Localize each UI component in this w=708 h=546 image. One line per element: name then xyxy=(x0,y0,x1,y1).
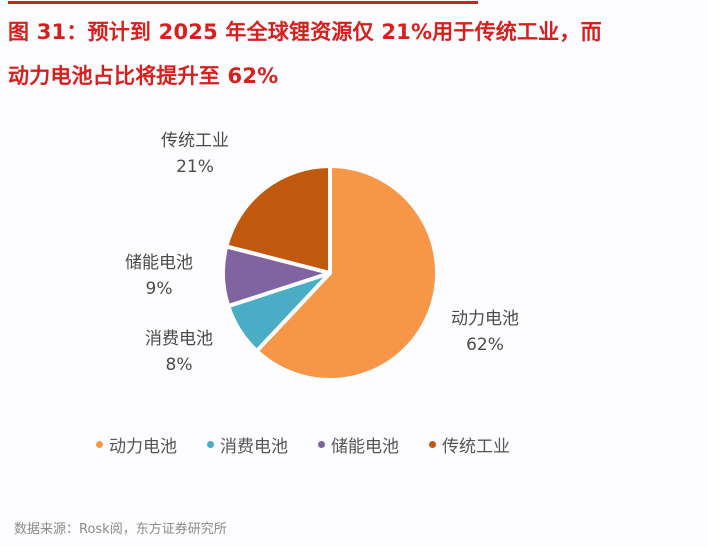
legend-item-power-battery: 动力电池 xyxy=(96,432,177,457)
label-consumer-battery: 消费电池 8% xyxy=(145,329,213,375)
legend-item-energy-storage: 储能电池 xyxy=(318,432,399,457)
legend-item-traditional-industry: 传统工业 xyxy=(429,432,510,457)
top-rule xyxy=(8,1,478,4)
label-power-battery: 动力电池 62% xyxy=(451,309,519,355)
title-line-2: 动力电池占比将提升至 62% xyxy=(8,64,279,88)
legend: 动力电池 消费电池 储能电池 传统工业 xyxy=(96,432,540,457)
legend-item-consumer-battery: 消费电池 xyxy=(207,432,288,457)
pie-chart xyxy=(221,164,439,382)
data-source: 数据来源：Rosk阅，东方证券研究所 xyxy=(14,522,227,537)
pie-slice xyxy=(254,164,439,382)
title-line-1: 图 31：预计到 2025 年全球锂资源仅 21%用于传统工业，而 xyxy=(8,20,602,44)
legend-dot-icon xyxy=(207,441,214,448)
label-traditional-industry: 传统工业 21% xyxy=(161,131,229,177)
legend-dot-icon xyxy=(318,441,325,448)
label-energy-storage: 储能电池 9% xyxy=(125,253,193,299)
legend-dot-icon xyxy=(429,441,436,448)
chart-title: 图 31：预计到 2025 年全球锂资源仅 21%用于传统工业，而 动力电池占比… xyxy=(8,10,698,98)
legend-dot-icon xyxy=(96,441,103,448)
pie-slice xyxy=(224,164,332,275)
